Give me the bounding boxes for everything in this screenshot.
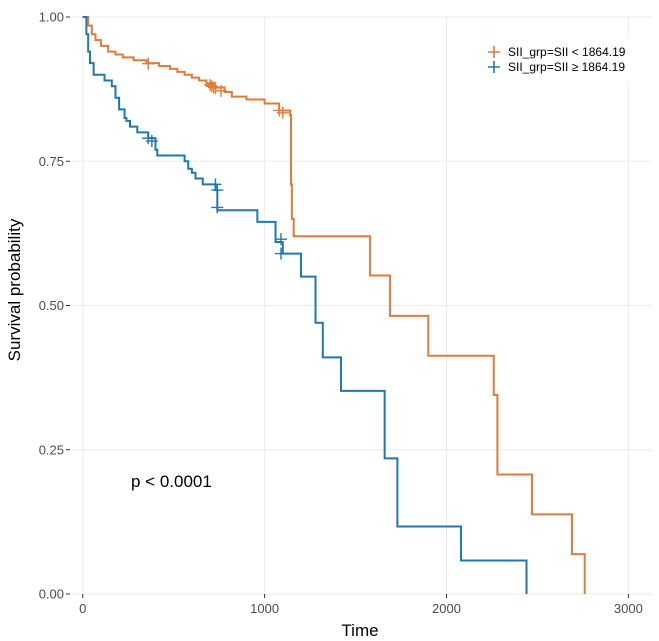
- x-axis-title: Time: [341, 621, 378, 640]
- y-tick-label: 0.25: [39, 442, 64, 457]
- y-tick-label: 0.50: [39, 298, 64, 313]
- x-tick-label: 3000: [614, 601, 643, 616]
- censor-mark: [142, 57, 155, 70]
- censor-mark: [274, 233, 287, 246]
- legend-key-2: [488, 61, 500, 73]
- y-axis: 0.00 0.25 0.50 0.75 1.00: [39, 10, 70, 602]
- x-axis: 0 1000 2000 3000: [79, 594, 643, 616]
- censor-mark: [211, 201, 224, 214]
- censor-mark: [276, 106, 289, 119]
- legend-label-2: SII_grp=SII ≥ 1864.19: [508, 60, 625, 74]
- censor-mark: [209, 178, 222, 191]
- survival-curve-2: [82, 16, 528, 594]
- series-1: [82, 16, 586, 594]
- x-tick-label: 1000: [250, 601, 279, 616]
- legend-background: [480, 38, 652, 82]
- series-2: [82, 16, 528, 594]
- censor-mark: [214, 84, 227, 97]
- y-tick-label: 0.75: [39, 154, 64, 169]
- legend-label-1: SII_grp=SII < 1864.19: [508, 45, 626, 59]
- censor-mark: [274, 247, 287, 260]
- p-value-annotation: p < 0.0001: [131, 472, 212, 491]
- legend-key-1: [488, 46, 500, 58]
- x-tick-label: 0: [79, 601, 86, 616]
- series-group: [82, 16, 586, 594]
- y-tick-label: 0.00: [39, 587, 64, 602]
- censor-mark: [145, 135, 158, 148]
- y-tick-label: 1.00: [39, 10, 64, 25]
- y-axis-title: Survival probability: [5, 218, 24, 361]
- x-tick-label: 2000: [432, 601, 461, 616]
- censor-mark: [211, 184, 224, 197]
- censor-mark: [209, 81, 222, 94]
- grid: [70, 16, 652, 595]
